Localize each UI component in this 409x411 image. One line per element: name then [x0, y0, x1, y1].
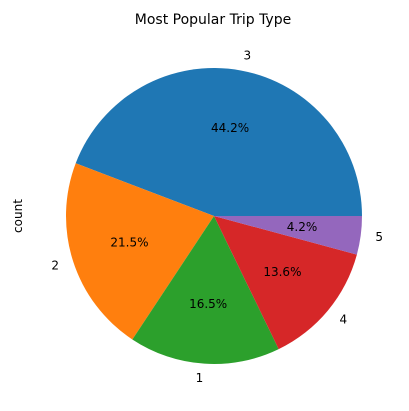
y-axis-label: count — [11, 199, 25, 233]
category-label-5: 5 — [375, 230, 383, 244]
percent-label-2: 21.5% — [110, 236, 148, 250]
category-label-4: 4 — [339, 312, 347, 326]
pie-slice-3 — [75, 67, 363, 217]
chart-title: Most Popular Trip Type — [135, 12, 291, 28]
category-label-2: 2 — [51, 258, 59, 272]
percent-label-5: 4.2% — [287, 220, 318, 234]
pie-slice-5 — [214, 216, 362, 255]
category-label-3: 3 — [244, 48, 252, 62]
percent-label-4: 13.6% — [263, 265, 301, 279]
pie-slice-2 — [66, 163, 214, 340]
pie-slice-4 — [214, 216, 357, 350]
pie-slices — [66, 67, 363, 364]
pie-slice-1 — [132, 216, 279, 364]
percent-label-3: 44.2% — [211, 121, 249, 135]
pie-labels: 3 44.2% 2 21.5% 1 16.5% 4 13.6% 5 4.2% — [51, 48, 383, 385]
category-label-1: 1 — [196, 371, 204, 385]
percent-label-1: 16.5% — [189, 297, 227, 311]
